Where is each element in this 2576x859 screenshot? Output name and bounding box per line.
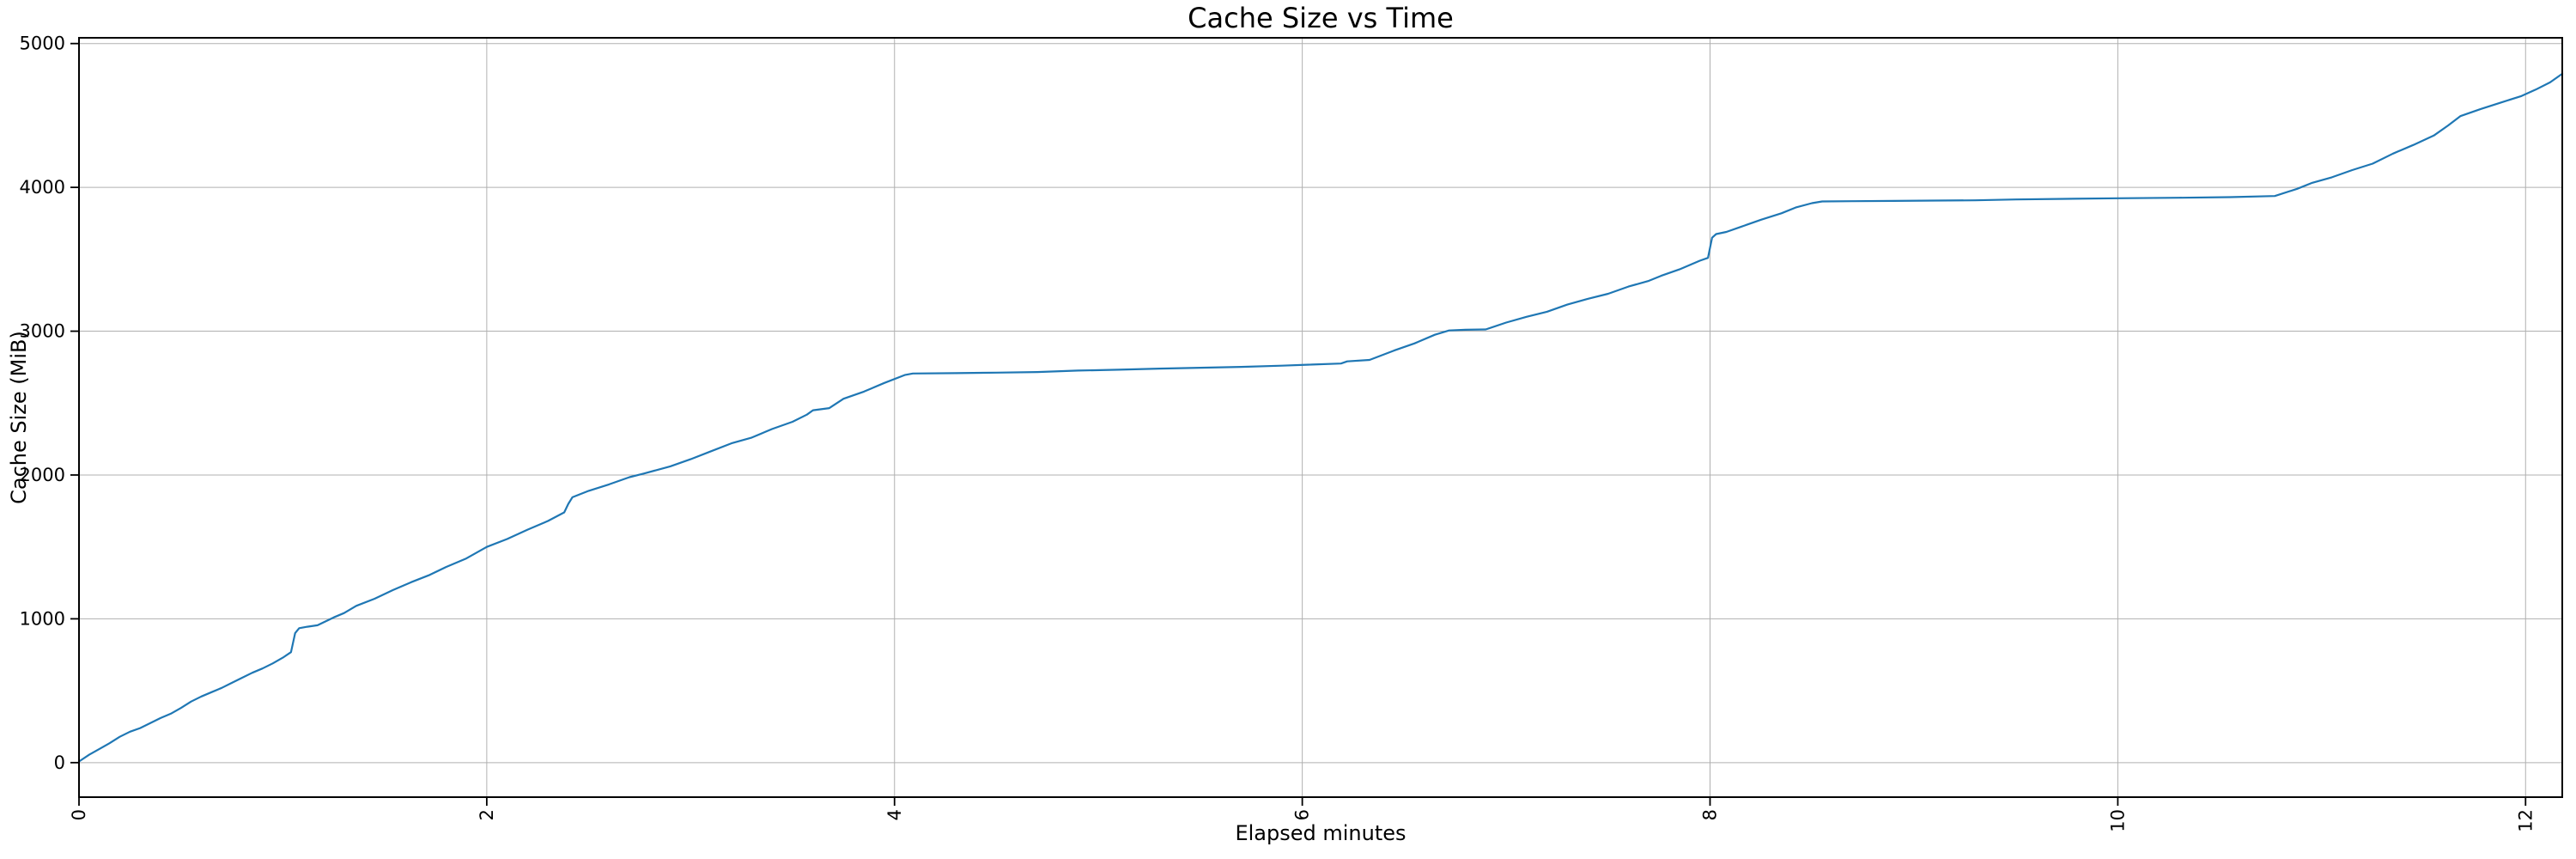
chart-title: Cache Size vs Time bbox=[1188, 2, 1454, 34]
x-tick-label: 2 bbox=[477, 809, 497, 820]
y-axis-label: Cache Size (MiB) bbox=[7, 331, 31, 504]
y-tick-label: 0 bbox=[54, 752, 65, 773]
y-tick-label: 1000 bbox=[20, 608, 65, 629]
plot-border bbox=[78, 37, 2563, 798]
y-tick-label: 2000 bbox=[20, 465, 65, 485]
cache-size-line bbox=[77, 72, 2564, 763]
y-tick-label: 5000 bbox=[20, 34, 65, 54]
x-tick-label: 0 bbox=[69, 809, 89, 820]
y-tick-label: 3000 bbox=[20, 321, 65, 342]
x-tick-label: 10 bbox=[2107, 809, 2128, 832]
x-tick-label: 6 bbox=[1292, 809, 1313, 820]
x-axis-label: Elapsed minutes bbox=[1235, 821, 1406, 845]
x-tick-label: 8 bbox=[1700, 809, 1721, 820]
x-tick-label: 12 bbox=[2515, 809, 2536, 832]
x-tick-label: 4 bbox=[884, 809, 905, 820]
y-tick-label: 4000 bbox=[20, 177, 65, 198]
